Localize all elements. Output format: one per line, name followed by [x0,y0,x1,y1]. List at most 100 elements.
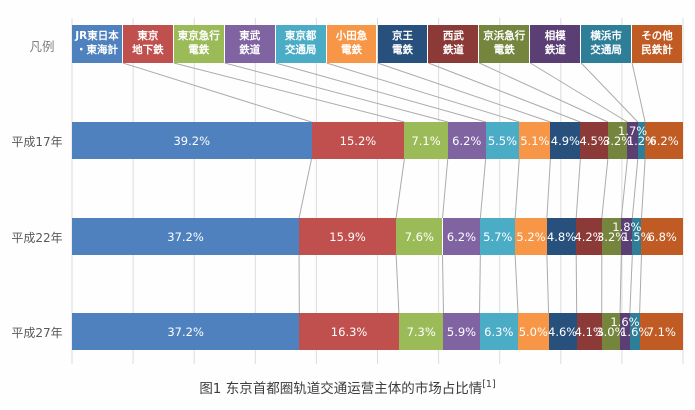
bar-segment [580,122,608,159]
bar-segment [639,313,683,350]
bar-value-label: 6.2% [452,133,482,148]
bar-value-label: 7.1% [411,133,441,148]
series-connector-line [639,254,642,314]
legend-item-label: 西武 鉄道 [442,30,464,56]
legend-connector-line [224,62,448,123]
bar-value-label: 16.3% [330,324,368,339]
bar-segment [515,218,547,255]
bar-value-label: 5.7% [483,229,513,244]
category-label-h27: 平成27年 [11,326,63,340]
bar-segment [576,218,602,255]
legend-item-label: 京浜急行 電鉄 [483,30,526,56]
legend-item-label: 京王 電鉄 [391,30,413,56]
bar-segment [72,218,300,255]
legend: JR東日本 ・東海計 東京 地下鉄 東京急行 電鉄 東武 鉄道 東京都 交通局 小田急 電… [72,25,683,63]
bar-value-label: 6.8% [647,229,677,244]
legend-item: 小田急 電鉄 [326,25,377,63]
legend-item: JR東日本 ・東海計 [72,25,122,63]
bar-segment [645,122,683,159]
legend-item: 東京 地下鉄 [122,25,173,63]
bar-segment [311,122,405,159]
series-connector-line [395,158,405,219]
bar-value-label: 4.2% [574,229,604,244]
bar-segment [480,218,516,255]
bar-segment [627,122,638,159]
series-connector-line [442,254,444,314]
legend-item-label: 東武 鉄道 [239,30,261,56]
legend-connector-line [377,62,551,123]
bar-segment [447,122,486,159]
series-connector-line [514,158,520,219]
category-label-h22: 平成22年 [11,231,63,245]
bar-value-label: 4.5% [579,133,609,148]
legend-item: その他 民鉄計 [632,25,682,63]
bar-segment [629,313,640,350]
bar-segment [641,218,683,255]
legend-item: 相模 鉄道 [530,25,581,63]
legend-connector-line [479,62,609,123]
bar-segment [72,313,300,350]
legend-item: 東京都 交通局 [275,25,326,63]
series-connector-line [298,158,313,219]
series-connector-line [575,254,578,314]
series-connector-line [640,158,646,219]
bar-segment [550,122,581,159]
bar-value-label: 6.2% [649,133,679,148]
bar-segment [443,313,480,350]
bar-value-label: 7.6% [404,229,434,244]
bar-value-label: 1.6% [610,315,640,329]
legend-item-label: 東京急行 電鉄 [177,30,220,56]
legend-connector-line [122,62,312,123]
bar-value-label: 4.1% [574,324,604,339]
bar-value-label: 4.6% [548,324,578,339]
bar-segment [398,313,444,350]
bar-segment [404,122,448,159]
bar-segment [442,218,481,255]
bar-value-label: 1.2% [626,133,657,148]
category-label-h17: 平成17年 [11,135,63,149]
series-connector-line [619,254,622,314]
bar-segment [299,313,399,350]
bar-row-h17: 39.2% 15.2% 7.1% 6.2% 5.5% 5.1% 4.9% 4.5% 3.2% 1.… [72,122,683,159]
bar-row-h22: 37.2% 15.9% 7.6% 6.2% 5.7% 5.2% 4.8% 4.2% 3.2% 1.… [72,218,683,255]
legend-item-label: 東京 地下鉄 [132,30,164,56]
legend-item-label: JR東日本 ・東海計 [75,30,119,56]
bar-segment [548,313,577,350]
bar-segment [485,122,520,159]
bar-segment [518,313,549,350]
bar-value-label: 5.5% [487,133,518,148]
legend-connector-line [529,62,628,123]
series-connector-line [546,254,550,314]
legend-connector-line [580,62,639,123]
series-connector-line [620,158,628,219]
series-connector-line [546,158,551,219]
bar-value-label: 37.2% [167,229,204,244]
series-connector-line [575,158,581,219]
bar-segment [546,218,577,255]
bar-value-label: 4.8% [546,229,577,244]
legend-item-label: 東京都 交通局 [284,30,317,56]
bar-value-label: 5.0% [518,324,548,339]
bar-value-label: 3.0% [596,324,626,339]
bar-segment [632,218,642,255]
figure-caption: 图1 东京首都圈轨道交通运营主体的市场占比情[1] [0,377,695,398]
legend-item: 東武 鉄道 [224,25,275,63]
legend-item: 東京急行 電鉄 [173,25,224,63]
bar-row-h27: 37.2% 16.3% 7.3% 5.9% 6.3% 5.0% 4.6% 4.1% 3.0% 1.… [72,313,683,350]
bar-value-label: 6.2% [446,229,477,244]
legend-item-label: 相模 鉄道 [544,30,566,56]
bar-segment [299,218,397,255]
bar-segment [621,218,633,255]
legend-item: 京王 電鉄 [377,25,428,63]
bar-value-label: 5.2% [516,229,546,244]
series-connector-line [629,254,633,314]
bar-value-label: 7.1% [646,324,676,339]
bar-segment [601,218,622,255]
bar-segment [479,313,519,350]
bar-segment [72,122,312,159]
legend-item: 横浜市 交通局 [581,25,632,63]
legend-connector-line [173,62,405,123]
legend-connector-line [326,62,520,123]
figure-caption-superscript: [1] [482,378,496,390]
